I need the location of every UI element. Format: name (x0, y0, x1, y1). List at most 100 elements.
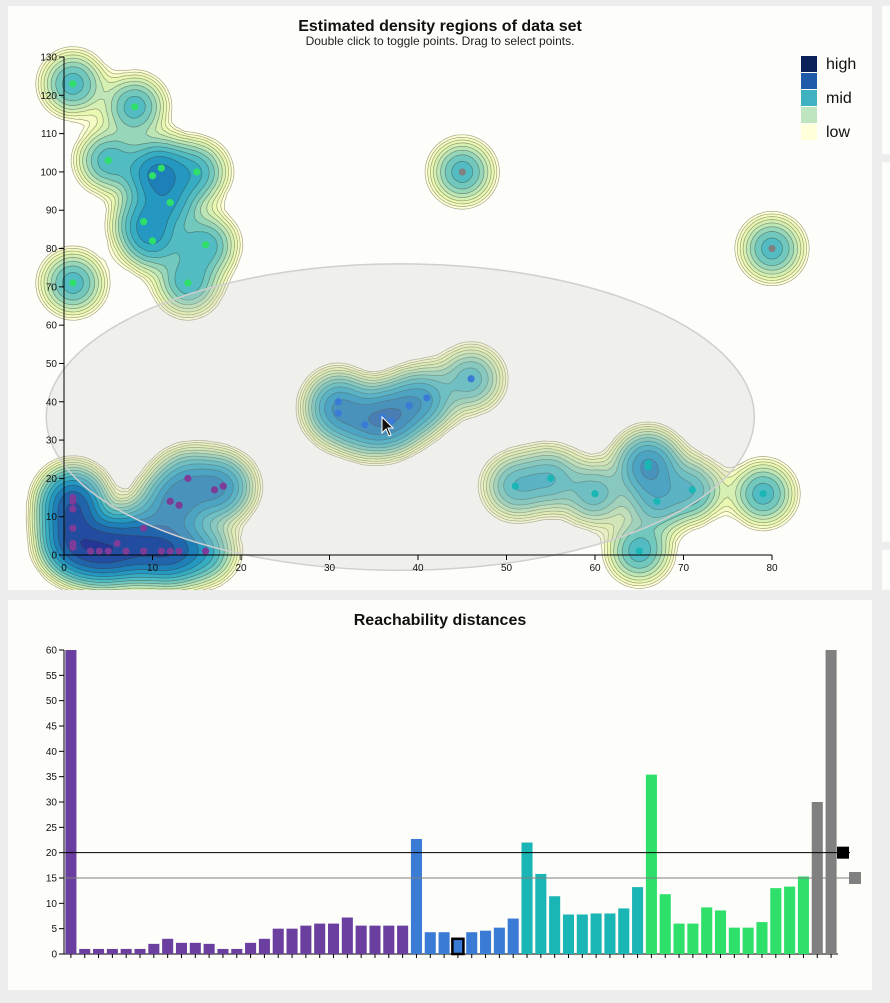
threshold-handle[interactable] (837, 846, 849, 859)
data-point[interactable] (184, 279, 192, 287)
data-point[interactable] (140, 218, 148, 226)
data-point[interactable] (69, 524, 77, 532)
data-point[interactable] (423, 394, 431, 402)
data-point[interactable] (140, 524, 148, 532)
reachability-bar[interactable] (493, 927, 505, 954)
reachability-bar[interactable] (272, 928, 284, 954)
data-point[interactable] (759, 490, 767, 498)
reachability-bar[interactable] (549, 896, 561, 954)
reachability-bar[interactable] (714, 910, 727, 954)
data-point[interactable] (334, 398, 342, 406)
data-point[interactable] (166, 497, 174, 505)
reachability-bar[interactable] (742, 927, 754, 954)
data-point[interactable] (157, 547, 165, 555)
data-point[interactable] (157, 164, 165, 172)
reachability-bar[interactable] (466, 932, 478, 954)
data-point[interactable] (653, 497, 661, 505)
reachability-bar[interactable] (770, 888, 782, 954)
reachability-bar[interactable] (728, 927, 740, 954)
data-point[interactable] (361, 421, 369, 429)
data-point[interactable] (69, 543, 77, 551)
data-point[interactable] (547, 474, 555, 482)
data-point[interactable] (122, 547, 130, 555)
data-point[interactable] (140, 547, 148, 555)
reachability-bar[interactable] (189, 942, 201, 954)
reachability-bar[interactable] (383, 925, 395, 954)
reachability-bar[interactable] (397, 925, 409, 954)
reachability-bar[interactable] (521, 842, 533, 954)
reachability-bar[interactable] (645, 774, 657, 954)
data-point[interactable] (148, 172, 157, 180)
density-points[interactable] (69, 80, 776, 555)
reachability-bar[interactable] (604, 913, 616, 954)
reachability-bar[interactable] (162, 938, 174, 954)
reachability-bar-selected[interactable] (451, 937, 465, 956)
reachability-bar[interactable] (314, 923, 326, 954)
reachability-bar[interactable] (245, 942, 257, 954)
data-point[interactable] (166, 547, 174, 555)
reachability-bar[interactable] (756, 922, 768, 954)
reachability-bar[interactable] (327, 923, 340, 954)
reachability-bar[interactable] (784, 886, 796, 954)
reachability-bar[interactable] (701, 907, 713, 954)
data-point[interactable] (95, 547, 103, 555)
reachability-bar[interactable] (673, 923, 685, 954)
data-point[interactable] (175, 547, 183, 555)
data-point[interactable] (688, 486, 696, 494)
data-point[interactable] (104, 547, 112, 555)
reachability-bar[interactable] (65, 650, 77, 954)
threshold-lines[interactable] (64, 846, 861, 884)
density-chart[interactable]: Estimated density regions of data set Do… (8, 6, 872, 590)
reachability-bar[interactable] (120, 948, 132, 954)
data-point[interactable] (202, 547, 210, 555)
reachability-bar[interactable] (341, 917, 353, 954)
density-panel[interactable]: Estimated density regions of data set Do… (8, 6, 872, 590)
reachability-bar[interactable] (576, 914, 588, 954)
data-point[interactable] (148, 237, 157, 245)
reachability-bar[interactable] (590, 913, 602, 954)
reachability-bar[interactable] (258, 938, 270, 954)
reachability-bars[interactable] (65, 650, 837, 956)
data-point[interactable] (210, 486, 219, 494)
reachability-bar[interactable] (562, 914, 575, 954)
reachability-bar[interactable] (300, 925, 312, 954)
reachability-bar[interactable] (632, 887, 644, 954)
data-point[interactable] (334, 409, 342, 417)
data-point[interactable] (86, 547, 95, 555)
data-point[interactable] (458, 168, 466, 176)
data-point[interactable] (104, 156, 112, 165)
data-point[interactable] (591, 490, 599, 498)
reachability-bar[interactable] (480, 930, 492, 954)
data-point[interactable] (131, 103, 139, 111)
data-point[interactable] (69, 505, 77, 513)
reachability-bar[interactable] (825, 650, 837, 954)
reachability-bar[interactable] (659, 894, 671, 954)
reachability-bar[interactable] (535, 873, 547, 954)
reachability-bar[interactable] (618, 908, 630, 954)
reachability-bar[interactable] (797, 876, 809, 954)
data-point[interactable] (193, 168, 201, 176)
reachability-bar[interactable] (286, 928, 298, 954)
data-point[interactable] (387, 417, 396, 425)
reachability-bar[interactable] (355, 925, 367, 954)
data-point[interactable] (166, 198, 174, 207)
reachability-bar[interactable] (687, 923, 699, 954)
reachability-bar[interactable] (106, 948, 118, 954)
data-point[interactable] (511, 482, 519, 490)
data-point[interactable] (644, 463, 652, 471)
reachability-bar[interactable] (369, 925, 381, 954)
selection-ellipse[interactable] (45, 263, 756, 572)
reachability-bar[interactable] (231, 948, 243, 954)
reachability-panel[interactable]: Reachability distances 0 5 10 15 20 25 30 35 40 4… (8, 600, 872, 990)
data-point[interactable] (69, 80, 77, 88)
data-point[interactable] (184, 474, 192, 482)
reachability-bar[interactable] (438, 932, 450, 954)
reachability-bar[interactable] (410, 838, 422, 954)
reachability-bar[interactable] (175, 942, 188, 954)
reachability-bar[interactable] (424, 932, 436, 954)
data-point[interactable] (69, 279, 77, 287)
data-point[interactable] (69, 497, 77, 505)
threshold-handle[interactable] (849, 872, 861, 884)
reachability-bar[interactable] (93, 948, 105, 954)
reachability-bar[interactable] (148, 943, 160, 954)
